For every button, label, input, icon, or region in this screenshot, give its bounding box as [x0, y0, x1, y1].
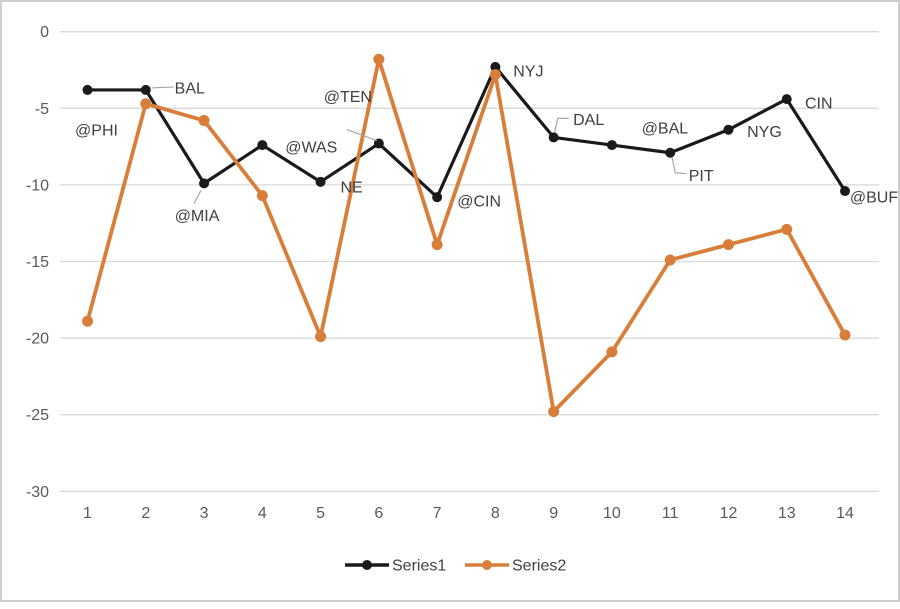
y-axis-tick-label: -5 [35, 101, 49, 118]
y-axis-tick-label: -30 [26, 484, 49, 501]
point-label-bal: BAL [175, 80, 205, 97]
series2-marker-9[interactable] [548, 406, 560, 418]
point-label-at-buf: @BUF [850, 190, 898, 207]
legend-marker-swatch [482, 560, 492, 570]
series1-marker-5[interactable] [315, 176, 326, 187]
series1-line [85, 65, 847, 199]
series1-marker-8[interactable] [490, 61, 501, 72]
series2-marker-2[interactable] [140, 98, 152, 110]
x-axis-tick-label: 13 [778, 505, 796, 522]
series2-marker-7[interactable] [431, 239, 443, 251]
x-axis-tick-label: 1 [83, 505, 92, 522]
y-axis-tick-label: -10 [26, 177, 49, 194]
x-axis-tick-label: 2 [141, 505, 150, 522]
y-axis-tick-label: -15 [26, 254, 49, 271]
y-axis-tick-label: -20 [26, 331, 49, 348]
x-axis-tick-label: 4 [258, 505, 267, 522]
point-label-pit: PIT [689, 168, 714, 185]
series1-marker-1[interactable] [82, 84, 93, 95]
series1-marker-4[interactable] [257, 140, 268, 151]
series2-marker-12[interactable] [722, 239, 734, 251]
series2-marker-8[interactable] [489, 69, 501, 81]
label-leader-line [346, 128, 378, 142]
point-label-at-ten: @TEN [324, 89, 372, 106]
point-label-at-bal: @BAL [642, 121, 689, 138]
series2-marker-13[interactable] [781, 223, 793, 235]
label-leader-line [671, 157, 687, 175]
series1-marker-13[interactable] [781, 94, 792, 105]
point-label-nyj: NYJ [513, 63, 543, 80]
point-label-at-was: @WAS [285, 140, 337, 157]
point-label-nyg: NYG [747, 124, 782, 141]
point-label-at-cin: @CIN [457, 194, 501, 211]
series2-marker-1[interactable] [82, 315, 93, 327]
x-axis-tick-label: 7 [433, 505, 442, 522]
series2-marker-14[interactable] [839, 329, 851, 341]
series1-marker-7[interactable] [432, 192, 443, 203]
x-axis-tick-label: 10 [603, 505, 621, 522]
series1-marker-14[interactable] [840, 186, 851, 197]
series1-marker-12[interactable] [723, 124, 734, 135]
series2-line [85, 57, 847, 414]
point-label-at-phi: @PHI [75, 122, 118, 139]
label-leader-line [193, 190, 202, 204]
x-axis-tick-label: 14 [836, 505, 854, 522]
series1-marker-2[interactable] [140, 84, 151, 95]
x-axis-tick-label: 9 [549, 505, 558, 522]
series2-marker-3[interactable] [198, 115, 210, 127]
series1-marker-3[interactable] [199, 178, 210, 189]
series2-marker-5[interactable] [315, 331, 327, 343]
x-axis-tick-label: 3 [200, 505, 209, 522]
label-leader-line [151, 86, 174, 89]
series2-marker-4[interactable] [256, 190, 268, 202]
series2-marker-10[interactable] [606, 346, 618, 358]
legend-label: Series2 [512, 558, 566, 575]
x-axis-tick-label: 11 [662, 505, 679, 522]
series1-marker-6[interactable] [373, 138, 384, 149]
legend-item-series2[interactable]: Series2 [465, 558, 566, 575]
point-label-ne: NE [340, 179, 362, 196]
x-axis-tick-label: 8 [491, 505, 500, 522]
label-leader-line [554, 117, 569, 133]
series2-marker-6[interactable] [373, 53, 385, 65]
legend-marker-swatch [362, 560, 372, 570]
series1-marker-10[interactable] [606, 140, 617, 151]
legend-label: Series1 [392, 558, 446, 575]
series1-marker-11[interactable] [665, 147, 676, 158]
legend-item-series1[interactable]: Series1 [345, 558, 446, 575]
point-label-at-mia: @MIA [175, 208, 220, 225]
series2-marker-11[interactable] [664, 254, 676, 266]
x-axis-tick-label: 12 [720, 505, 738, 522]
x-axis-tick-label: 6 [374, 505, 383, 522]
y-axis-tick-label: -25 [26, 407, 49, 424]
point-label-dal: DAL [573, 112, 604, 129]
y-axis-tick-label: 0 [40, 24, 49, 41]
x-axis-tick-label: 5 [316, 505, 325, 522]
point-label-cin: CIN [805, 96, 833, 113]
series1-marker-9[interactable] [548, 132, 559, 143]
